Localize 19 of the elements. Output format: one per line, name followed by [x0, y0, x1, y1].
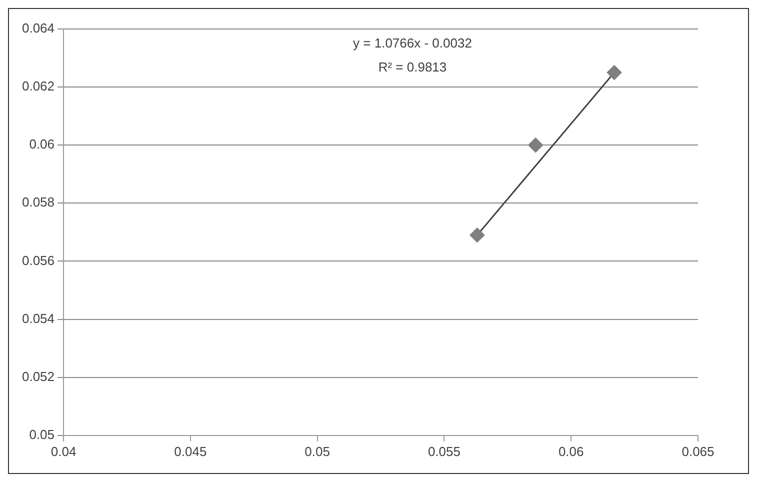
y-tick-label: 0.05	[29, 426, 55, 442]
x-tick-label: 0.06	[558, 444, 584, 459]
y-tick-label: 0.052	[22, 368, 55, 384]
x-tick-label: 0.055	[428, 444, 460, 459]
y-tick-label: 0.056	[22, 252, 55, 268]
x-tick-label: 0.045	[174, 444, 207, 459]
annotation: R² = 0.9813	[378, 60, 447, 75]
point	[470, 228, 485, 243]
annotation: y = 1.0766x - 0.0032	[353, 36, 472, 51]
x-tick-label: 0.065	[682, 444, 714, 459]
y-tick-label: 0.054	[22, 310, 55, 326]
x-tick-label: 0.05	[304, 444, 330, 459]
x-tick-label: 0.04	[50, 444, 76, 459]
y-tick-label: 0.064	[22, 20, 55, 36]
y-tick-label: 0.06	[29, 136, 55, 152]
point	[606, 65, 622, 80]
y-tick-label: 0.062	[22, 78, 55, 94]
point	[528, 138, 544, 153]
y-tick-label: 0.058	[22, 194, 55, 210]
